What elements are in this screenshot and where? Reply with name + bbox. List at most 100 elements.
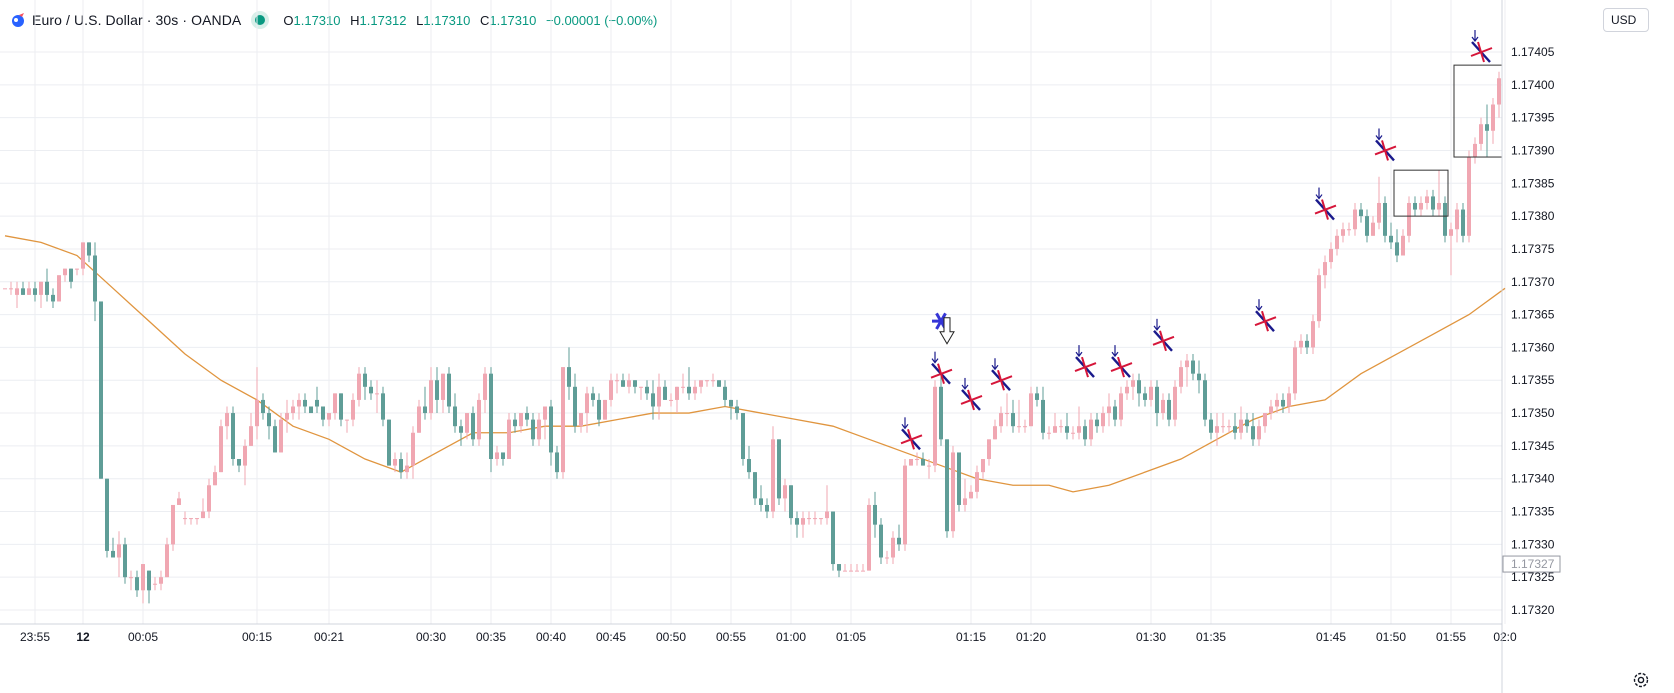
candle-body (1341, 229, 1345, 236)
candle-body (3, 288, 7, 290)
y-tick-label: 1.17355 (1511, 373, 1555, 387)
candle-body (597, 399, 601, 420)
candle-body (1323, 262, 1327, 276)
candle-body (1383, 202, 1387, 236)
candle-body (759, 498, 763, 505)
candle-body (1041, 399, 1045, 433)
marker-annotation (1470, 30, 1493, 63)
candle-body (1107, 406, 1111, 414)
candle-body (1377, 202, 1381, 223)
candle-body (831, 511, 835, 565)
candle-body (417, 406, 421, 433)
candle-body (741, 413, 745, 460)
candle-body (1065, 426, 1069, 433)
candle-body (1485, 124, 1489, 131)
marker-arrow-head (1075, 351, 1083, 358)
y-tick-label: 1.17380 (1511, 209, 1555, 223)
candle-body (267, 413, 271, 427)
candle-body (399, 459, 403, 473)
marker-annotation (900, 417, 923, 451)
candle-body (297, 399, 301, 407)
candle-body (1365, 216, 1369, 236)
candle-body (1257, 426, 1261, 440)
candle-body (213, 472, 217, 486)
candle-body (1455, 209, 1459, 230)
y-tick-label: 1.17385 (1511, 176, 1555, 190)
candle-body (849, 570, 853, 572)
marker-cross-b (1261, 310, 1269, 332)
moving-average-layer (4, 235, 1506, 493)
candle-body (435, 380, 439, 400)
symbol-title[interactable]: Euro / U.S. Dollar · 30s · OANDA (32, 12, 242, 28)
marker-cross-b (1381, 140, 1389, 161)
gear-icon[interactable] (1632, 671, 1650, 689)
candle-body (819, 518, 823, 520)
candle-body (501, 452, 505, 460)
marker-annotation (1374, 128, 1397, 162)
candle-body (729, 399, 733, 407)
y-tick-label: 1.17360 (1511, 340, 1555, 354)
y-tick-label: 1.17405 (1511, 45, 1555, 59)
candle-body (717, 380, 721, 387)
candle-body (1071, 432, 1075, 434)
x-tick-label: 01:35 (1196, 630, 1226, 644)
marker-arrow-head (961, 384, 969, 390)
candle-body (1407, 202, 1411, 236)
candle-body (285, 413, 289, 420)
candle-body (1413, 202, 1417, 210)
candle-body (327, 413, 331, 420)
candle-body (807, 518, 811, 520)
candle-body (873, 504, 877, 525)
x-tick-label: 01:30 (1136, 630, 1166, 644)
candle-body (945, 439, 949, 532)
marker-cross-b (1081, 356, 1089, 378)
x-tick-label: 00:45 (596, 630, 626, 644)
candle-body (483, 373, 487, 400)
candle-body (465, 413, 469, 433)
candle-body (27, 288, 31, 295)
x-tick-label: 00:15 (242, 630, 272, 644)
candle-body (75, 268, 79, 270)
candle-body (993, 426, 997, 440)
candle-body (1179, 367, 1183, 387)
marker-annotation (1314, 187, 1337, 221)
candle-body (1293, 347, 1297, 394)
candle-body (1419, 202, 1423, 210)
y-tick-label: 1.17390 (1511, 143, 1555, 157)
y-tick-label: 1.17365 (1511, 308, 1555, 322)
candle-body (711, 380, 715, 382)
candle-body (471, 413, 475, 440)
candle-body (129, 577, 133, 579)
candle-body (45, 281, 49, 295)
candle-body (357, 373, 361, 400)
y-tick-label: 1.17330 (1511, 537, 1555, 551)
x-tick-label: 12 (76, 630, 90, 644)
candle-body (555, 452, 559, 473)
candle-body (477, 399, 481, 440)
chart-header: Euro / U.S. Dollar · 30s · OANDA O 1.1731… (10, 9, 663, 31)
candle-body (561, 367, 565, 473)
x-tick-label: 00:21 (314, 630, 344, 644)
candle-body (1305, 340, 1309, 348)
candle-body (1437, 202, 1441, 210)
candle-body (171, 504, 175, 545)
currency-selector[interactable]: USD (1603, 8, 1649, 32)
candle-body (627, 380, 631, 387)
candle-body (189, 518, 193, 520)
candle-body (747, 459, 751, 473)
candle-body (951, 452, 955, 532)
candle-body (1167, 399, 1171, 420)
candle-body (165, 544, 169, 578)
candle-body (411, 432, 415, 466)
marker-cross-b (967, 389, 975, 411)
candle-body (789, 485, 793, 519)
candles-layer (3, 71, 1501, 604)
candle-body (381, 393, 385, 420)
x-tick-label: 23:55 (20, 630, 50, 644)
candle-body (441, 373, 445, 400)
high-key: H (350, 12, 360, 28)
candle-body (891, 537, 895, 558)
candle-body (1311, 321, 1315, 348)
candle-body (771, 439, 775, 512)
